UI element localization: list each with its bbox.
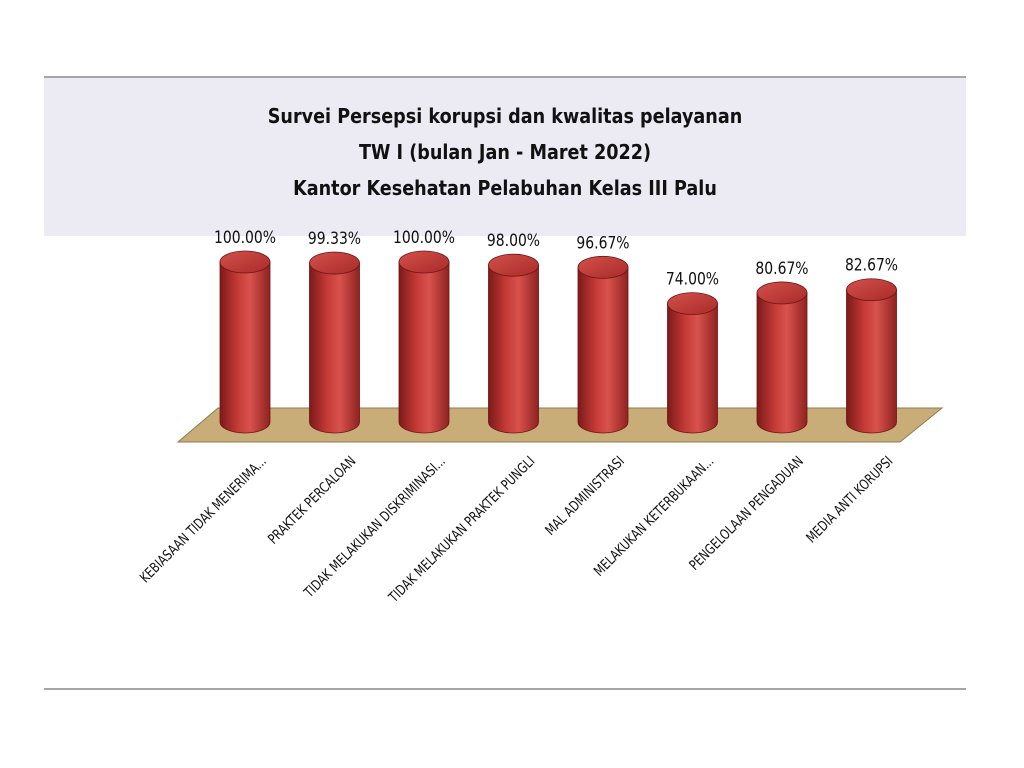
title-band [44, 78, 966, 236]
chart-floor [176, 407, 944, 443]
bar-top [667, 292, 718, 316]
category-label: TIDAK MELAKUKAN PRAKTEK PUNGLI [384, 453, 537, 606]
bar-cylinder [398, 250, 450, 434]
bar-body [398, 261, 450, 434]
bar-top [488, 253, 539, 277]
bar-top [219, 250, 271, 274]
bar-body [667, 303, 718, 434]
value-label: 96.67% [576, 233, 629, 253]
chart-title-line-3: Kantor Kesehatan Pelabuhan Kelas III Pal… [293, 176, 717, 200]
category-label: TIDAK MELAKUKAN DISKRIMINASI... [300, 453, 449, 602]
chart-title: Survei Persepsi korupsi dan kwalitas pel… [99, 98, 910, 206]
bar-cylinder [577, 255, 629, 434]
category-label: MEDIA ANTI KORUPSI [803, 453, 896, 546]
chart-title-line-2: TW I (bulan Jan - Maret 2022) [358, 140, 652, 164]
value-label: 74.00% [666, 269, 719, 289]
bar-top [846, 278, 897, 302]
bar-body [488, 264, 539, 434]
bar-top [309, 251, 360, 275]
bar-cylinder [488, 253, 539, 434]
bar-top [756, 281, 808, 305]
bar-body [219, 261, 271, 434]
value-label: 99.33% [308, 229, 361, 249]
value-label: 100.00% [393, 228, 455, 248]
category-label: KEBIASAAN TIDAK MENERIMA... [136, 453, 269, 586]
bar-cylinder [756, 281, 808, 434]
bar-body [756, 292, 808, 434]
value-label: 100.00% [214, 228, 276, 248]
bar-top [398, 250, 450, 274]
top-rule [44, 76, 966, 78]
value-label: 82.67% [845, 255, 898, 275]
bar-body [309, 262, 360, 434]
value-label: 80.67% [755, 259, 808, 279]
bar-body [846, 289, 897, 434]
category-label: MAL ADMINISTRASI [542, 453, 628, 539]
category-label: PRAKTEK PERCALOAN [264, 453, 359, 548]
bottom-rule [44, 688, 966, 690]
bar-cylinder [219, 250, 271, 434]
bar-body [577, 266, 629, 434]
bar-top [577, 255, 629, 279]
value-label: 98.00% [487, 231, 540, 251]
bar-cylinder [667, 292, 718, 434]
bar-cylinder [309, 251, 360, 434]
bar-cylinder [846, 278, 897, 434]
chart-title-line-1: Survei Persepsi korupsi dan kwalitas pel… [267, 104, 743, 128]
